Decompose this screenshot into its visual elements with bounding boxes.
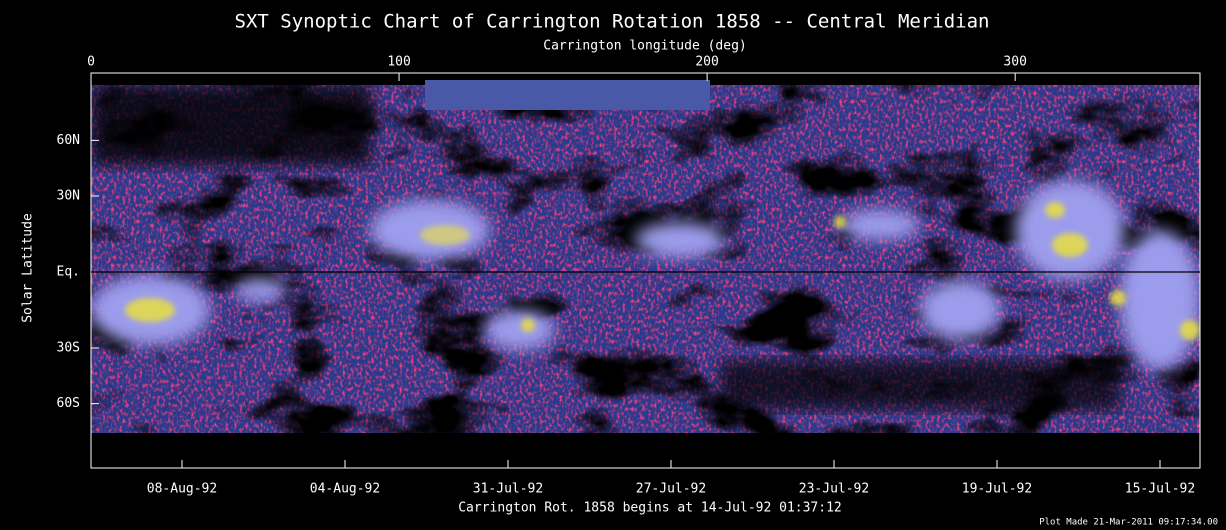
solar-image (91, 78, 1200, 468)
y-axis-label: Solar Latitude (21, 213, 36, 323)
x-tick-label: 200 (695, 55, 718, 70)
y-tick-label: Eq. (57, 265, 80, 280)
footnote: Plot Made 21-Mar-2011 09:17:34.00 (1039, 518, 1218, 528)
x2-tick-label: 27-Jul-92 (636, 482, 706, 497)
y-tick-label: 60S (57, 396, 80, 411)
y-tick-label: 30N (57, 189, 80, 204)
y-tick-label: 30S (57, 341, 80, 356)
x2-tick-label: 31-Jul-92 (473, 482, 543, 497)
x2-axis-label: Carrington Rot. 1858 begins at 14-Jul-92… (458, 501, 842, 516)
x2-tick-label: 08-Aug-92 (147, 482, 217, 497)
x-axis-label: Carrington longitude (deg) (543, 39, 747, 54)
x2-tick-label: 04-Aug-92 (310, 482, 380, 497)
x2-tick-label: 19-Jul-92 (962, 482, 1032, 497)
x2-tick-label: 15-Jul-92 (1125, 482, 1195, 497)
x-tick-label: 0 (87, 55, 95, 70)
x-tick-label: 300 (1003, 55, 1026, 70)
x-tick-label: 100 (387, 55, 410, 70)
y-tick-label: 60N (57, 133, 80, 148)
x2-tick-label: 23-Jul-92 (799, 482, 869, 497)
chart-title: SXT Synoptic Chart of Carrington Rotatio… (235, 11, 990, 33)
plot-frame (90, 72, 1201, 469)
